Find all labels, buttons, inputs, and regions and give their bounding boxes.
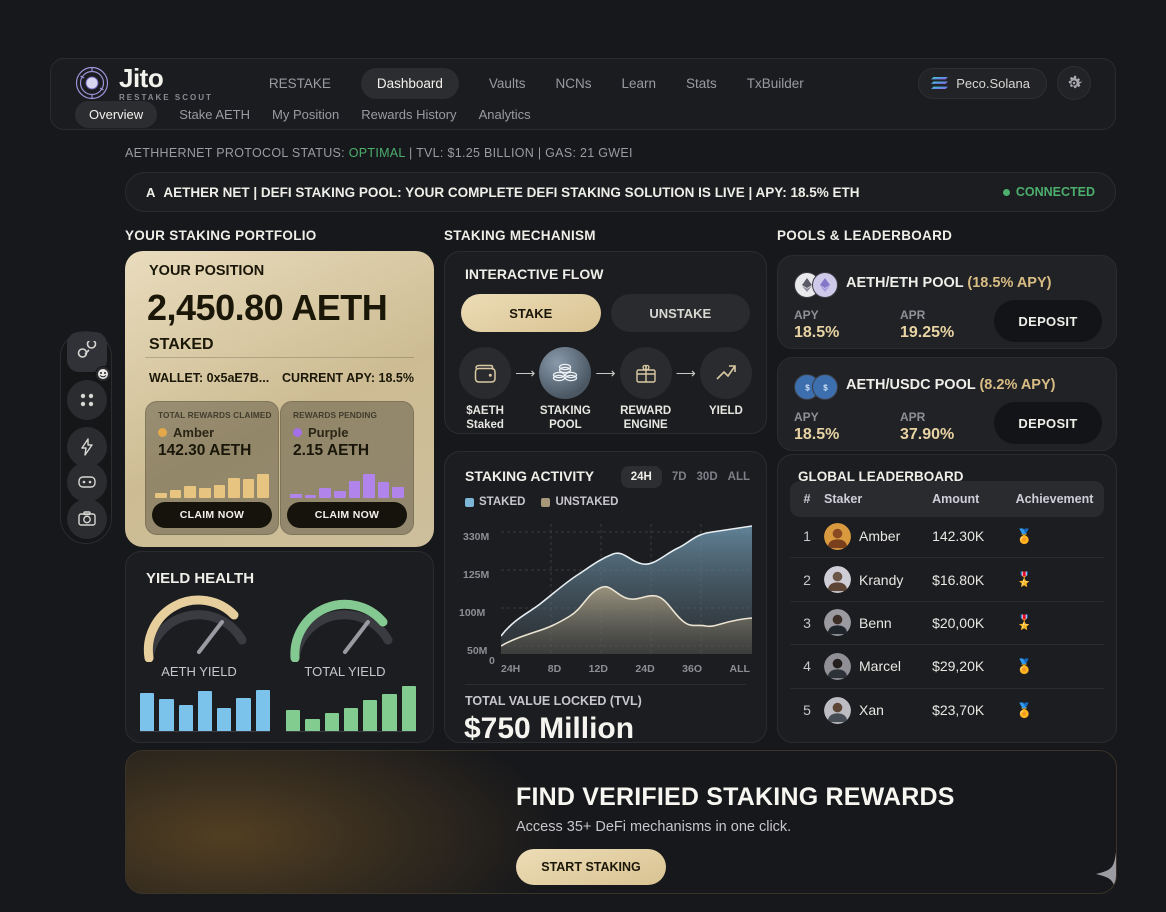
svg-text:$: $	[805, 383, 810, 392]
svg-text:$: $	[823, 383, 828, 392]
